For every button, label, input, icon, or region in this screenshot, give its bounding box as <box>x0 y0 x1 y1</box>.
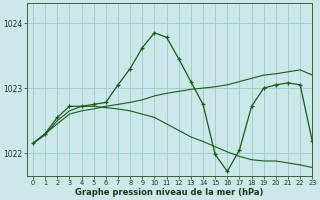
X-axis label: Graphe pression niveau de la mer (hPa): Graphe pression niveau de la mer (hPa) <box>76 188 264 197</box>
